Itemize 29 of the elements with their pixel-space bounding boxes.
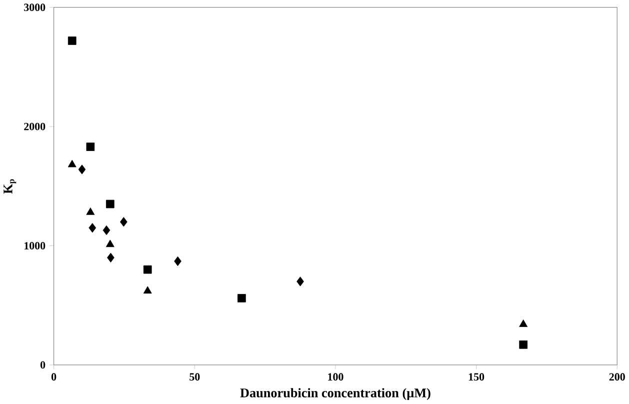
y-tick-label: 0 xyxy=(40,361,46,369)
point xyxy=(102,226,110,236)
point xyxy=(120,217,128,227)
point xyxy=(143,286,152,294)
point xyxy=(174,256,182,266)
point xyxy=(106,200,114,208)
point xyxy=(78,164,86,174)
point xyxy=(107,252,114,263)
x-tick-label: 0 xyxy=(51,373,56,381)
point xyxy=(88,223,96,233)
point xyxy=(519,320,528,328)
x-tick-label: 50 xyxy=(190,373,200,381)
y-tick-label: 1000 xyxy=(24,242,46,250)
x-axis-title: Daunorubicin concentration (µM) xyxy=(240,388,430,400)
x-tick-label: 150 xyxy=(468,373,484,381)
point xyxy=(519,340,528,349)
x-tick-label: 100 xyxy=(328,373,344,381)
x-tick-label: 200 xyxy=(609,373,625,381)
y-tick-label: 3000 xyxy=(24,4,46,12)
point xyxy=(86,142,95,152)
point xyxy=(68,36,76,46)
point xyxy=(296,276,304,286)
y-axis-title: K$_{p}$ xyxy=(4,179,16,194)
y-tick-label: 2000 xyxy=(24,122,46,130)
point xyxy=(106,240,114,248)
point xyxy=(238,294,246,302)
point xyxy=(68,160,76,168)
point xyxy=(143,266,152,274)
point xyxy=(86,208,95,216)
